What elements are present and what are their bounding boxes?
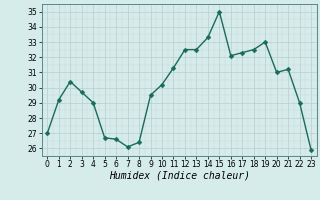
X-axis label: Humidex (Indice chaleur): Humidex (Indice chaleur) — [109, 171, 250, 181]
